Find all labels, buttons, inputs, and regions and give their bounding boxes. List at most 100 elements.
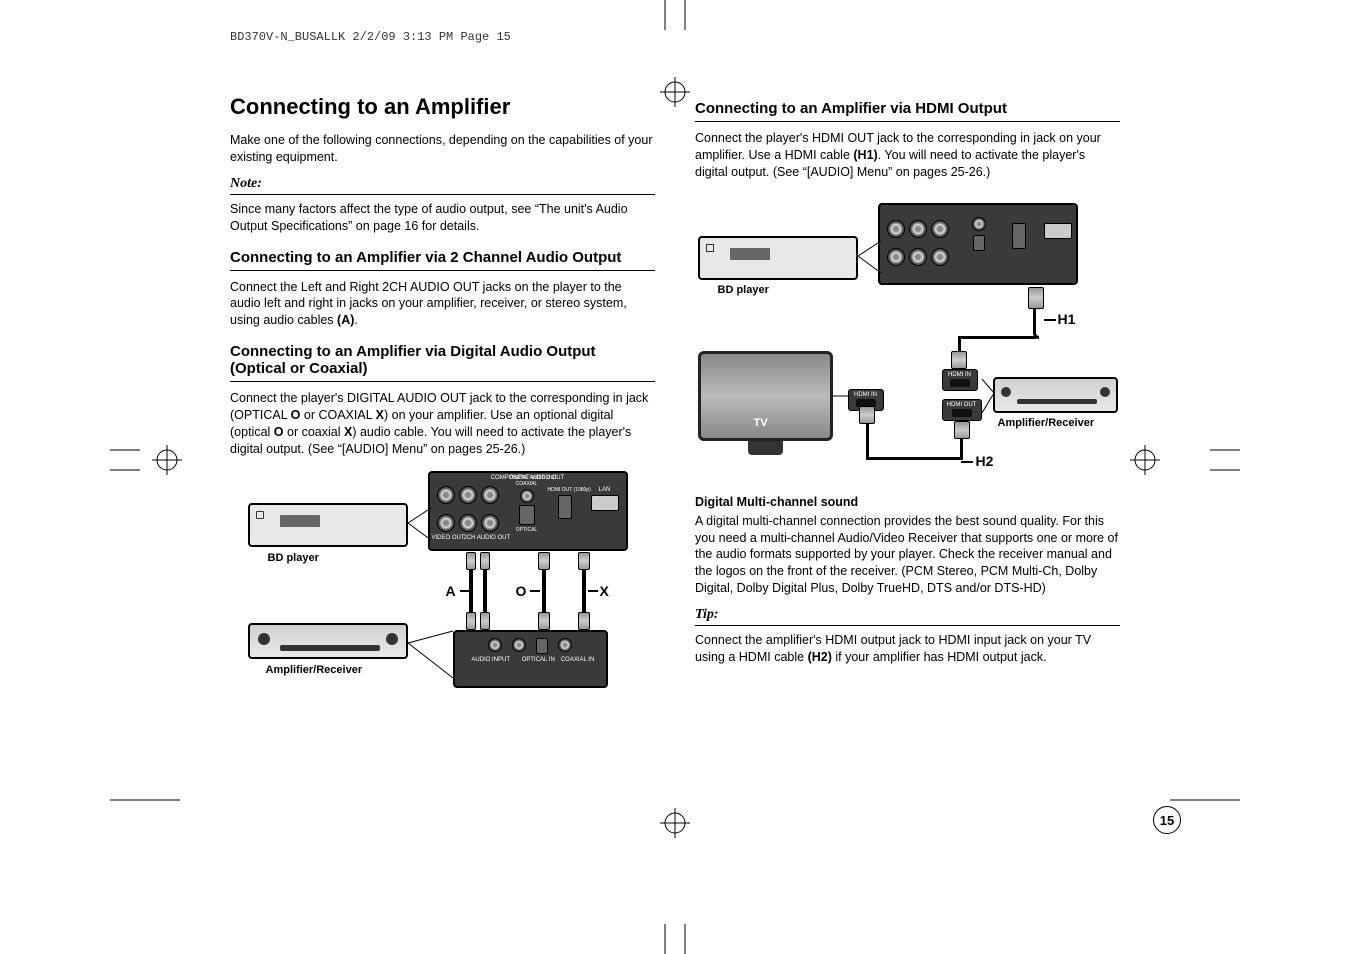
bd-player-r [698,236,858,280]
connector-line-amp [403,623,458,683]
tip-label: Tip: [695,607,1120,626]
cable-x-label: X [600,583,609,599]
cable-a2-bot [480,612,490,630]
port-video [437,514,455,532]
connector-line [403,498,433,548]
cable-a-top [466,552,476,570]
diagram-hdmi-connections: BD player [698,191,1118,481]
h2-plug-tv [859,406,875,424]
label-2ch: 2CH AUDIO OUT [464,535,511,541]
input-coax [558,638,572,652]
h1-label: H1 [1058,311,1076,327]
port-hdmi [558,495,572,519]
r-port-pb [909,220,927,238]
port-audio-l [459,514,477,532]
crop-header: BD370V-N_BUSALLK 2/2/09 3:13 PM Page 15 [230,30,1240,44]
amplifier-label: Amplifier/Receiver [266,664,363,676]
label-coax-in: COAXIAL IN [561,657,594,663]
label-coax: COAXIAL [510,481,544,487]
port-panel-r [878,203,1078,285]
h2-label: H2 [976,453,994,469]
port-pb [459,486,477,504]
h2-seg1 [960,439,963,459]
port-panel: COMPONENT VIDEO OUT VIDEO OUT 2CH AUDIO … [428,471,628,551]
label-lan: LAN [588,487,622,493]
label-hdmi-out: HDMI OUT [947,402,977,408]
h1-cable-seg1 [1033,309,1039,339]
cable-a-bot [466,612,476,630]
tip-text: Connect the amplifier's HDMI output jack… [695,632,1120,666]
input-r [512,638,526,652]
r-port-opt [973,235,985,251]
multichannel-title: Digital Multi-channel sound [695,495,1120,509]
bd-player-box [248,503,408,547]
label-audio-input: AUDIO INPUT [466,657,516,663]
cable-a-label: A [446,583,456,599]
tv-stand [748,441,783,455]
hdmi-intro: Connect the player's HDMI OUT jack to th… [695,130,1120,181]
tv-label: TV [754,417,768,429]
label-tv-hdmi-in: HDMI IN [853,392,879,398]
amp-label-r: Amplifier/Receiver [998,417,1095,429]
r-port-r [931,248,949,266]
multichannel-text: A digital multi-channel connection provi… [695,513,1120,597]
bd-label-r: BD player [718,284,769,296]
h2-seg2 [868,457,963,460]
r-port-lan [1044,223,1072,239]
amp-input-panel: AUDIO INPUT OPTICAL IN COAXIAL IN [453,630,608,688]
connector-r1 [853,231,883,281]
port-optical [519,505,535,525]
r-port-pr [931,220,949,238]
hdmi-section-title: Connecting to an Amplifier via HDMI Outp… [695,100,1120,122]
h2-tick [961,461,973,463]
label-hdmi: HDMI OUT (1080p) [548,487,582,493]
label-hdmi-in: HDMI IN [947,372,973,378]
label-opt-in: OPTICAL IN [522,657,555,663]
manual-page: BD370V-N_BUSALLK 2/2/09 3:13 PM Page 15 … [110,30,1240,890]
cable-x-tick [588,590,598,592]
page-number: 15 [1153,806,1181,834]
r-port-coax [972,217,986,231]
cable-a-tick [460,590,470,592]
cable-o-tick [530,590,540,592]
input-l [488,638,502,652]
cable-a2-top [480,552,490,570]
port-pr [481,486,499,504]
r-port-l [909,248,927,266]
section-2ch-title: Connecting to an Amplifier via 2 Channel… [230,249,655,271]
section-digital-text: Connect the player's DIGITAL AUDIO OUT j… [230,390,655,458]
port-coaxial [520,489,534,503]
note-text: Since many factors affect the type of au… [230,201,655,235]
amp-hdmi-out: HDMI OUT [942,399,982,421]
connector-amp-r [980,373,998,418]
r-port-hdmi [1012,223,1026,249]
r-port-y [887,220,905,238]
right-column: Connecting to an Amplifier via HDMI Outp… [695,94,1120,710]
h1-cable-seg2 [958,336,1036,339]
h1-tick [1044,319,1056,321]
label-optical: OPTICAL [510,527,544,533]
port-y [437,486,455,504]
port-audio-r [481,514,499,532]
cable-o-bot [538,612,550,630]
main-title: Connecting to an Amplifier [230,94,655,120]
amp-hdmi-in: HDMI IN [942,369,978,391]
h2-plug-amp [954,421,970,439]
cable-x-bot [578,612,590,630]
cable-o-top [538,552,550,570]
left-column: Connecting to an Amplifier Make one of t… [230,94,655,710]
amplifier-r [993,377,1118,413]
section-2ch-text: Connect the Left and Right 2CH AUDIO OUT… [230,279,655,330]
content-columns: Connecting to an Amplifier Make one of t… [110,94,1240,710]
cable-x-top [578,552,590,570]
h1-plug-top [1028,287,1044,309]
cable-o-label: O [516,583,527,599]
h2-seg3 [866,421,869,460]
h1-plug-bot [951,351,967,369]
section-digital-title: Connecting to an Amplifier via Digital A… [230,343,655,382]
connector-tv [828,386,852,406]
label-video-out: VIDEO OUT [432,535,465,541]
input-optical [536,638,548,654]
diagram-audio-connections: BD player COMPONENT VIDEO OUT VIDEO OUT [248,468,638,698]
port-lan [591,495,619,511]
